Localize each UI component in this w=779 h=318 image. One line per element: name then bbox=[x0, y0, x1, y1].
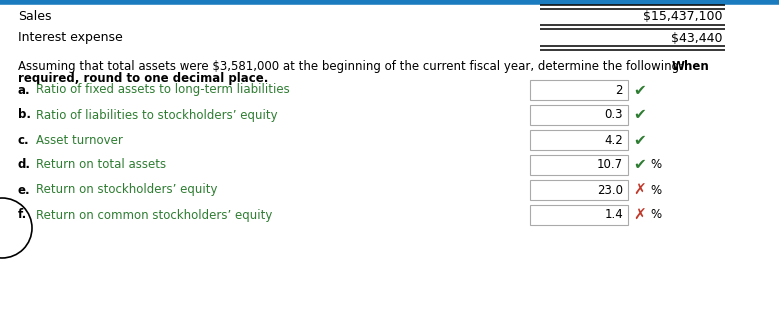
Text: c.: c. bbox=[18, 134, 30, 147]
FancyBboxPatch shape bbox=[530, 205, 628, 225]
Text: b.: b. bbox=[18, 108, 31, 121]
Text: Ratio of liabilities to stockholders’ equity: Ratio of liabilities to stockholders’ eq… bbox=[36, 108, 277, 121]
Text: Ratio of fixed assets to long-term liabilities: Ratio of fixed assets to long-term liabi… bbox=[36, 84, 290, 96]
Text: f.: f. bbox=[18, 209, 27, 222]
FancyBboxPatch shape bbox=[530, 80, 628, 100]
Text: ✗: ✗ bbox=[633, 208, 646, 223]
Text: Asset turnover: Asset turnover bbox=[36, 134, 123, 147]
Text: a.: a. bbox=[18, 84, 30, 96]
Text: Sales: Sales bbox=[18, 10, 51, 24]
Text: Return on stockholders’ equity: Return on stockholders’ equity bbox=[36, 183, 217, 197]
FancyBboxPatch shape bbox=[530, 105, 628, 125]
Text: Return on common stockholders’ equity: Return on common stockholders’ equity bbox=[36, 209, 273, 222]
Text: ✗: ✗ bbox=[633, 183, 646, 197]
Text: Assuming that total assets were $3,581,000 at the beginning of the current fisca: Assuming that total assets were $3,581,0… bbox=[18, 60, 687, 73]
Text: d.: d. bbox=[18, 158, 31, 171]
Text: $43,440: $43,440 bbox=[671, 31, 723, 45]
Text: 2: 2 bbox=[615, 84, 623, 96]
Text: 4.2: 4.2 bbox=[605, 134, 623, 147]
Text: Return on total assets: Return on total assets bbox=[36, 158, 166, 171]
Text: e.: e. bbox=[18, 183, 30, 197]
Text: %: % bbox=[650, 209, 661, 222]
Text: ✔: ✔ bbox=[633, 82, 646, 98]
Text: Interest expense: Interest expense bbox=[18, 31, 123, 45]
Text: 10.7: 10.7 bbox=[597, 158, 623, 171]
Text: ✔: ✔ bbox=[633, 133, 646, 148]
Text: ✔: ✔ bbox=[633, 107, 646, 122]
Text: %: % bbox=[650, 158, 661, 171]
Text: ✔: ✔ bbox=[633, 157, 646, 172]
Text: 0.3: 0.3 bbox=[605, 108, 623, 121]
Text: %: % bbox=[650, 183, 661, 197]
Text: 23.0: 23.0 bbox=[597, 183, 623, 197]
Text: required, round to one decimal place.: required, round to one decimal place. bbox=[18, 72, 269, 85]
FancyBboxPatch shape bbox=[530, 130, 628, 150]
Text: When: When bbox=[672, 60, 710, 73]
Text: 1.4: 1.4 bbox=[605, 209, 623, 222]
Text: $15,437,100: $15,437,100 bbox=[643, 10, 723, 24]
FancyBboxPatch shape bbox=[530, 155, 628, 175]
FancyBboxPatch shape bbox=[530, 180, 628, 200]
